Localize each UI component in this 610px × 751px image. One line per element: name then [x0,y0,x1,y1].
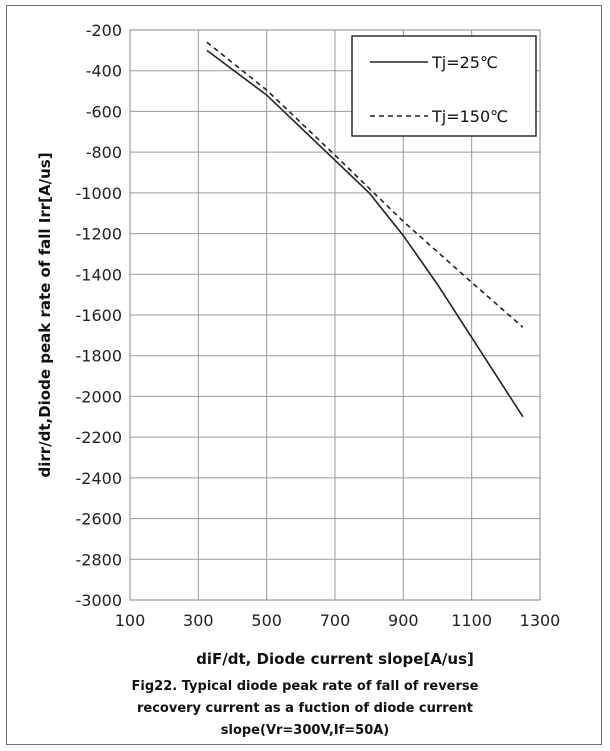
chart: -200 -400 -600 -800 -1000 -1200 -1400 -1600 -180… [36,21,561,668]
y-tick-labels: -200 -400 -600 -800 -1000 -1200 -1400 -1600 -180… [76,21,123,610]
legend-box [351,35,537,137]
x-tick-label: 100 [115,611,146,630]
y-axis-title: dirr/dt,Diode peak rate of fall Irr[A/us… [36,152,54,477]
legend-label-tj150: Tj=150℃ [431,107,508,126]
plot-area [129,29,541,601]
y-tick-label: -2200 [76,428,123,447]
legend-label-tj25: Tj=25℃ [431,53,498,72]
y-tick-label: -400 [86,62,122,81]
x-tick-label: 300 [183,611,214,630]
caption-line-2: recovery current as a fuction of diode c… [136,701,474,716]
x-tick-label: 1300 [520,611,561,630]
y-tick-label: -1000 [76,184,123,203]
y-tick-label: -2600 [76,510,123,529]
y-tick-label: -2800 [76,550,123,569]
y-tick-label: -800 [86,143,122,162]
y-tick-label: -600 [86,102,122,121]
caption-line-3: slope(Vr=300V,If=50A) [220,723,390,738]
y-tick-label: -2000 [76,387,123,406]
x-tick-label: 500 [251,611,282,630]
figure-frame [6,5,602,745]
x-tick-label: 900 [388,611,419,630]
series-line-tj25 [206,49,524,418]
caption-line-1: Fig22. Typical diode peak rate of fall o… [131,679,479,694]
y-tick-label: -1200 [76,225,123,244]
x-axis-title: diF/dt, Diode current slope[A/us] [196,650,474,668]
y-tick-label: -1400 [76,265,123,284]
y-tick-label: -2400 [76,469,123,488]
x-tick-labels: 100 300 500 700 900 1100 1300 [115,611,561,630]
x-tick-label: 1100 [451,611,492,630]
series-lines [206,41,524,418]
y-tick-label: -1600 [76,306,123,325]
y-tick-label: -1800 [76,347,123,366]
y-tick-label: -200 [86,21,122,40]
figure-caption: Fig22. Typical diode peak rate of fall o… [60,676,550,742]
y-tick-label: -3000 [76,591,123,610]
x-tick-label: 700 [320,611,351,630]
series-line-tj150 [206,41,524,328]
legend: Tj=25℃ Tj=150℃ [351,35,537,137]
